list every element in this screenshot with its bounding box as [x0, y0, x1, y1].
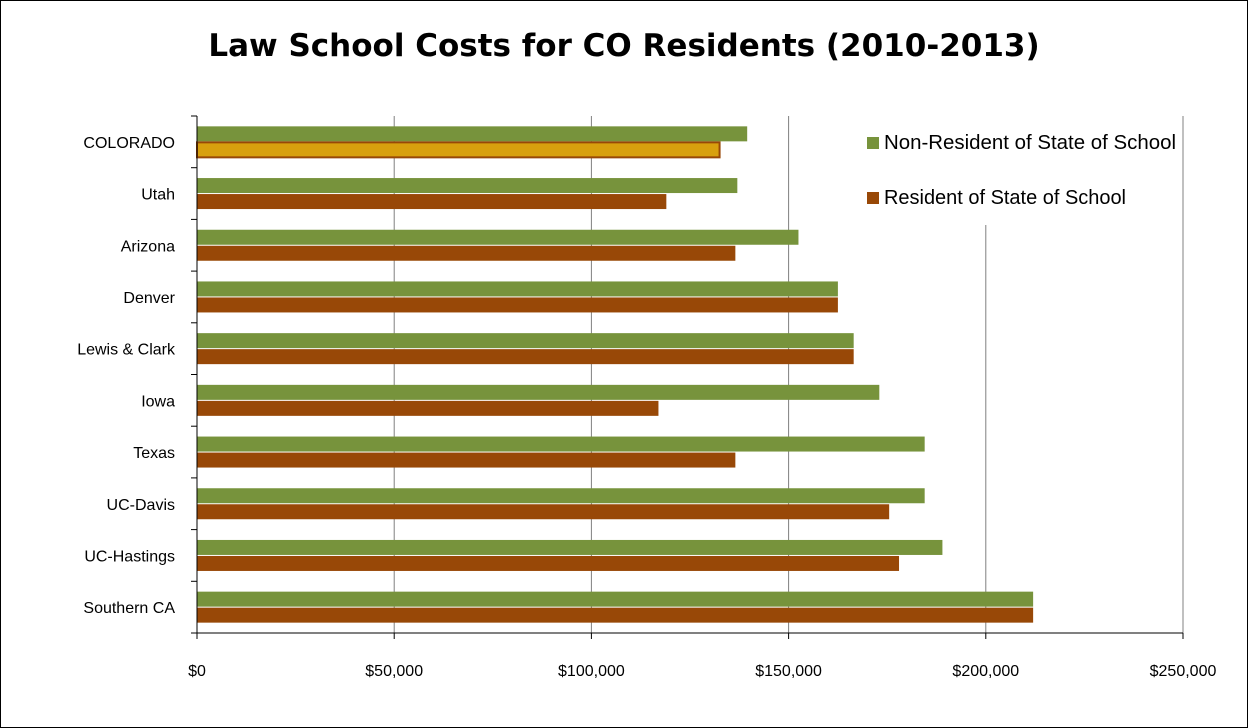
x-tick-label: $50,000: [365, 663, 423, 680]
y-tick-label: Arizona: [121, 238, 175, 255]
y-tick-label: UC-Davis: [107, 497, 175, 514]
legend-label: Resident of State of School: [884, 187, 1126, 209]
x-tick-label: $250,000: [1150, 663, 1217, 680]
bar: [197, 452, 736, 468]
legend-swatch: [867, 137, 879, 149]
x-tick-label: $200,000: [952, 663, 1019, 680]
bar: [197, 400, 659, 416]
bar: [197, 555, 900, 571]
bar: [197, 488, 925, 504]
bar: [197, 194, 667, 210]
bar: [197, 349, 854, 365]
x-tick-label: $0: [188, 663, 206, 680]
legend-swatch: [867, 192, 879, 204]
y-tick-label: Iowa: [141, 393, 175, 410]
chart-title: Law School Costs for CO Residents (2010-…: [208, 28, 1040, 64]
x-tick-label: $150,000: [755, 663, 822, 680]
bar: [197, 229, 799, 245]
bar: [197, 281, 838, 297]
bar: [197, 245, 736, 261]
bar: [197, 333, 854, 349]
x-tick-label: $100,000: [558, 663, 625, 680]
bar: [197, 126, 748, 142]
y-tick-label: UC-Hastings: [84, 548, 175, 565]
bar: [197, 504, 890, 520]
y-tick-label: Texas: [133, 445, 175, 462]
y-tick-label: Southern CA: [83, 600, 175, 617]
bar: [197, 436, 925, 452]
y-tick-label: Utah: [141, 187, 175, 204]
y-tick-label: Denver: [123, 290, 175, 307]
bar: [197, 539, 943, 555]
bar: [197, 178, 738, 194]
bar: [197, 384, 880, 400]
legend-label: Non-Resident of State of School: [884, 132, 1176, 154]
y-tick-label: Lewis & Clark: [77, 342, 176, 359]
bar: [197, 607, 1034, 623]
y-tick-label: COLORADO: [83, 135, 175, 152]
bar: [197, 297, 838, 313]
bar: [197, 591, 1034, 607]
bar: [196, 141, 721, 159]
